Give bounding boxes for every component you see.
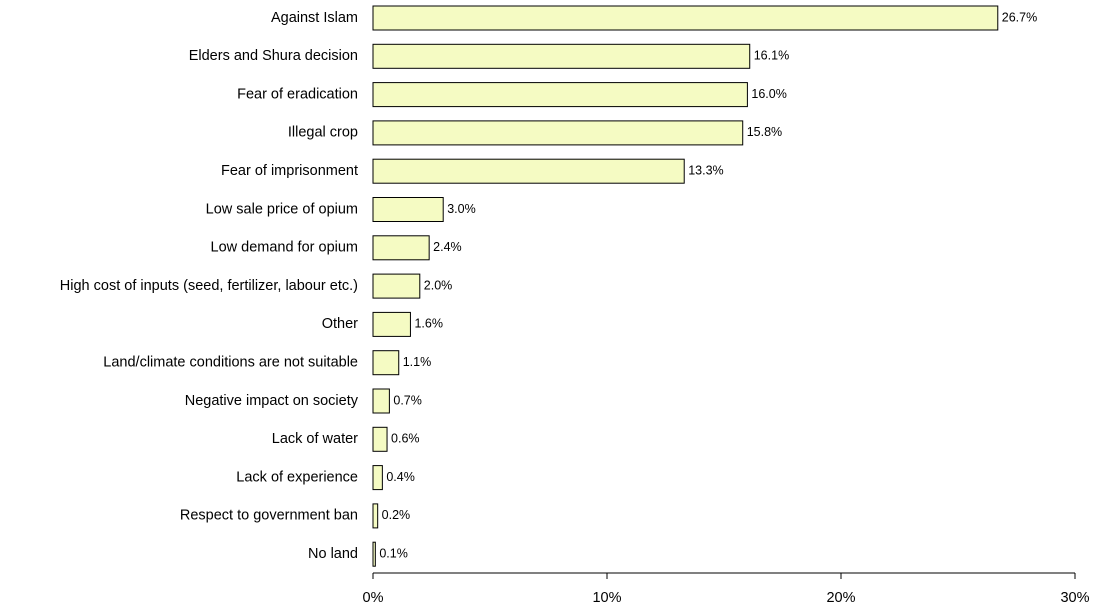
bar	[372, 235, 430, 261]
x-tick-label: 30%	[1060, 590, 1089, 606]
x-tick-label: 10%	[592, 590, 621, 606]
bar	[372, 158, 685, 184]
value-label: 2.4%	[433, 240, 462, 254]
y-tick-label: Fear of eradication	[237, 86, 358, 102]
value-label: 0.6%	[391, 432, 420, 446]
y-tick-label: Other	[322, 316, 358, 332]
y-tick-label: Against Islam	[271, 10, 358, 26]
y-tick-label: Low demand for opium	[211, 240, 359, 256]
bar	[372, 388, 390, 414]
y-tick-label: Lack of experience	[236, 469, 358, 485]
y-tick-label: Land/climate conditions are not suitable	[103, 355, 358, 371]
y-tick-label: High cost of inputs (seed, fertilizer, l…	[60, 278, 358, 294]
value-label: 2.0%	[424, 278, 453, 292]
bar	[372, 465, 383, 491]
bar	[372, 197, 444, 222]
value-label: 1.6%	[414, 317, 443, 331]
value-label: 1.1%	[403, 355, 432, 369]
value-label: 16.0%	[751, 87, 786, 101]
bar	[372, 273, 421, 299]
value-label: 15.8%	[747, 125, 782, 139]
y-tick-label: No land	[308, 546, 358, 562]
bar	[372, 82, 748, 108]
bar	[372, 120, 744, 146]
bar	[372, 426, 388, 452]
value-label: 3.0%	[447, 202, 476, 216]
bar	[372, 350, 400, 376]
y-tick-label: Fear of imprisonment	[221, 163, 358, 179]
bar	[372, 503, 379, 529]
y-tick-label: Respect to government ban	[180, 508, 358, 524]
value-label: 26.7%	[1002, 10, 1037, 24]
value-label: 0.7%	[393, 393, 422, 407]
x-tick-label: 20%	[826, 590, 855, 606]
bar	[372, 311, 411, 337]
bar	[372, 5, 999, 31]
value-label: 16.1%	[754, 49, 789, 63]
value-label: 0.1%	[379, 546, 408, 560]
value-label: 0.4%	[386, 470, 415, 484]
bar	[372, 43, 751, 69]
x-tick-label: 0%	[363, 590, 384, 606]
y-tick-label: Low sale price of opium	[206, 201, 358, 217]
y-tick-label: Illegal crop	[288, 125, 358, 141]
bar	[372, 541, 376, 567]
y-tick-label: Elders and Shura decision	[189, 48, 358, 64]
y-tick-label: Negative impact on society	[185, 393, 359, 409]
value-label: 13.3%	[688, 163, 723, 177]
value-label: 0.2%	[382, 508, 411, 522]
y-tick-label: Lack of water	[272, 431, 358, 447]
